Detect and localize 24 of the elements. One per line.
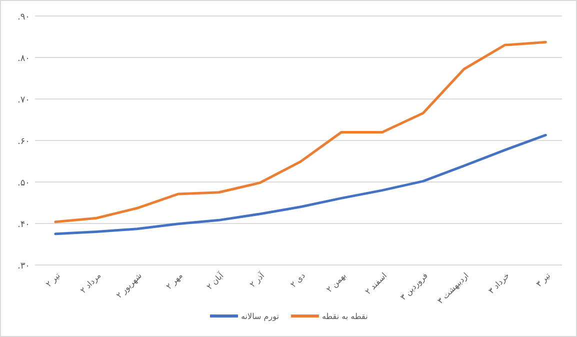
x-tick-label: فروردین ۳: [398, 270, 430, 302]
y-tick-label: .۴۰: [17, 220, 30, 230]
x-tick-label: مهر ۲: [164, 271, 184, 292]
legend-label: تورم سالانه: [241, 312, 279, 321]
y-tick-label: .۶۰: [17, 137, 30, 147]
x-tick-label: آذر ۲: [247, 270, 267, 290]
x-tick-label: آبان ۲: [204, 270, 226, 292]
x-tick-label: شهریور ۲: [114, 270, 144, 300]
x-tick-label: تیر ۳: [534, 271, 552, 289]
y-tick-label: .۵۰: [17, 178, 30, 188]
y-tick-label: .۹۰: [17, 12, 30, 22]
line-series: [54, 40, 547, 224]
x-tick-label: خرداد ۳: [486, 271, 512, 296]
y-tick-label: .۸۰: [17, 54, 30, 64]
y-tick-label: .۳۰: [17, 262, 30, 272]
x-tick-label: دی ۲: [288, 270, 308, 290]
x-tick-label: تیر ۲: [44, 271, 62, 289]
x-tick-label: اسفند ۲: [364, 271, 389, 296]
x-tick-label: بهمن ۲: [324, 271, 348, 294]
y-tick-label: .۷۰: [17, 96, 30, 106]
legend-label: نقطه به نقطه: [322, 312, 368, 321]
x-tick-label: مرداد ۲: [78, 271, 103, 296]
x-tick-label: اردیبهشت ۳: [436, 271, 470, 306]
line-series: [54, 134, 547, 236]
